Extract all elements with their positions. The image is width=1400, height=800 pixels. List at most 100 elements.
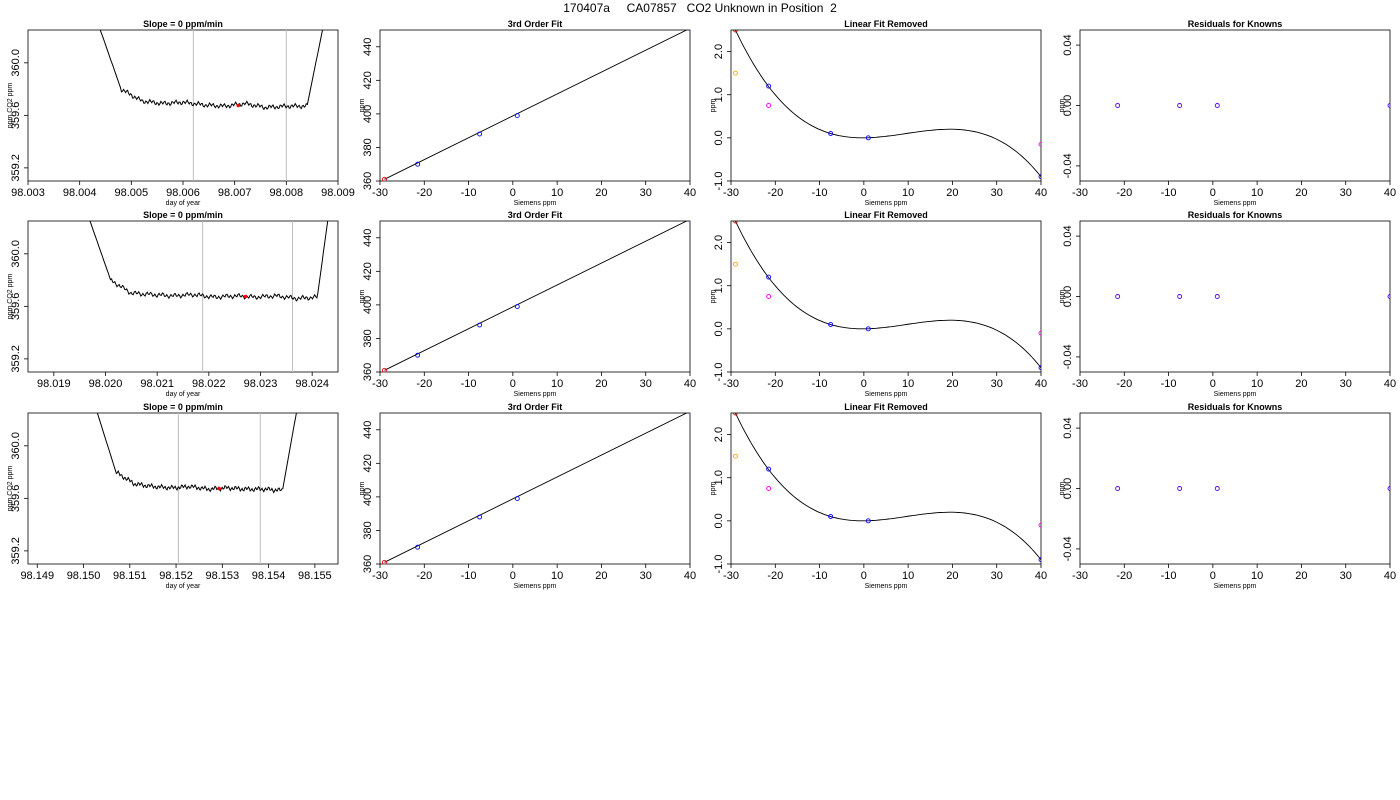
x-tick-label: -30	[723, 570, 739, 582]
x-tick-label: 98.007	[218, 187, 252, 199]
x-axis-label: day of year	[166, 200, 201, 207]
plot-frame	[730, 29, 1042, 182]
plot-frame	[730, 412, 1042, 565]
chart-panel-11: Linear Fit Removed -30 -20 -10 0 10 20 30 40 -1.0…	[710, 402, 1047, 590]
linear-point	[766, 294, 772, 299]
plot-frame	[1079, 412, 1391, 565]
y-tick-label: -0.04	[1062, 536, 1074, 561]
chart-title: Slope = 0 ppm/min	[143, 19, 223, 29]
linear-point	[1038, 330, 1041, 336]
y-tick-label: 360	[362, 363, 374, 381]
chart-title: Linear Fit Removed	[844, 210, 928, 220]
x-tick-label: 98.019	[37, 378, 71, 390]
x-tick-label: 30	[991, 570, 1003, 582]
x-tick-label: -10	[1161, 570, 1177, 582]
data-point	[865, 518, 871, 524]
data-point	[732, 30, 738, 33]
x-tick-label: -30	[1072, 378, 1088, 390]
data-point	[1115, 486, 1121, 491]
chart-title: Linear Fit Removed	[844, 402, 928, 412]
x-axis-label: Siemens ppm	[1214, 583, 1257, 590]
plot-area	[96, 413, 297, 564]
x-axis-label: Siemens ppm	[1214, 391, 1257, 398]
x-tick-label: 30	[640, 570, 652, 582]
x-tick-label: 40	[1384, 570, 1396, 582]
x-tick-label: 10	[551, 570, 563, 582]
x-tick-label: 20	[1295, 570, 1307, 582]
plot-area	[1115, 294, 1390, 299]
data-point	[1387, 103, 1390, 108]
y-axis-label: ppm CO2 ppm	[7, 466, 14, 512]
y-tick-label: 380	[362, 138, 374, 156]
y-tick-label: 0.04	[1062, 417, 1074, 438]
x-tick-label: 20	[946, 378, 958, 390]
y-tick-label: 420	[362, 262, 374, 280]
plot-area	[1115, 486, 1390, 491]
chart-title: Residuals for Knowns	[1188, 210, 1283, 220]
y-tick-label: 360.0	[10, 49, 22, 77]
y-tick-label: 1.0	[713, 278, 725, 293]
x-tick-label: 98.003	[11, 187, 45, 199]
x-tick-label: 10	[1251, 378, 1263, 390]
y-tick-label: 2.0	[713, 44, 725, 59]
chart-panel-10: 3rd Order Fit -30 -20 -10 0 10 20 30 40 360 380 400…	[359, 402, 696, 590]
x-axis-label: Siemens ppm	[514, 200, 557, 207]
y-tick-label: 0.00	[1062, 286, 1074, 307]
x-tick-label: 10	[551, 187, 563, 199]
x-tick-label: 40	[1035, 187, 1047, 199]
data-point	[1387, 486, 1390, 491]
data-point	[828, 131, 834, 136]
x-tick-label: -10	[812, 378, 828, 390]
data-point	[477, 322, 483, 328]
fit-curve	[384, 221, 688, 371]
x-tick-label: 40	[684, 570, 696, 582]
plot-area	[89, 221, 329, 372]
linear-point	[766, 486, 772, 491]
plot-area	[381, 221, 690, 372]
chart-title: 3rd Order Fit	[508, 19, 563, 29]
data-point	[828, 322, 834, 327]
x-tick-label: -30	[723, 187, 739, 199]
data-point	[477, 131, 483, 137]
x-tick-label: -20	[767, 187, 783, 199]
y-tick-label: 440	[362, 421, 374, 439]
chart-title: Slope = 0 ppm/min	[143, 210, 223, 220]
x-tick-label: -30	[723, 378, 739, 390]
x-tick-label: -10	[1161, 187, 1177, 199]
y-axis-label: ppm	[1059, 482, 1066, 496]
x-tick-label: 0	[510, 187, 516, 199]
data-point	[1214, 103, 1220, 108]
plot-area	[99, 30, 323, 181]
x-tick-label: 98.005	[115, 187, 149, 199]
x-tick-label: 98.022	[192, 378, 226, 390]
data-point	[381, 559, 387, 564]
x-tick-label: 30	[1340, 378, 1352, 390]
y-tick-label: 440	[362, 229, 374, 247]
data-point	[1115, 294, 1121, 299]
y-tick-label: 0.00	[1062, 95, 1074, 116]
x-tick-label: 98.021	[140, 378, 174, 390]
data-point	[865, 135, 871, 141]
y-axis-label: ppm	[710, 99, 717, 113]
y-tick-label: 359.6	[10, 485, 22, 513]
data-point	[1177, 294, 1183, 299]
x-tick-label: 20	[946, 570, 958, 582]
plot-frame	[1079, 29, 1391, 182]
y-tick-label: -1.0	[713, 363, 725, 382]
data-point	[415, 352, 421, 358]
y-axis-label: ppm CO2 ppm	[7, 83, 14, 129]
y-tick-label: 380	[362, 329, 374, 347]
y-tick-label: 360.0	[10, 432, 22, 460]
fit-curve	[734, 221, 1041, 368]
y-tick-label: 400	[362, 105, 374, 123]
y-tick-label: 1.0	[713, 87, 725, 102]
y-tick-label: 0.04	[1062, 225, 1074, 246]
x-tick-label: 10	[551, 378, 563, 390]
x-tick-label: 10	[902, 378, 914, 390]
chart-panel-12: Residuals for Knowns -30 -20 -10 0 10 20 30 40 -0…	[1059, 402, 1396, 590]
x-tick-label: 20	[595, 570, 607, 582]
y-axis-label: ppm	[1059, 290, 1066, 304]
y-tick-label: 420	[362, 71, 374, 89]
x-tick-label: 98.149	[20, 570, 54, 582]
data-point	[828, 514, 834, 519]
